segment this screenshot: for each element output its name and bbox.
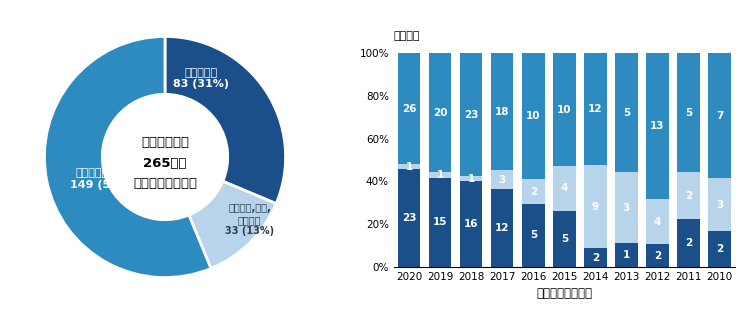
Bar [584,53,607,165]
Bar [708,53,730,178]
Text: 5: 5 [561,234,568,244]
Text: 開発中止,中断,
続報なし
33 (13%): 開発中止,中断, 続報なし 33 (13%) [225,203,274,236]
Text: 2: 2 [530,187,537,197]
Bar [646,244,668,267]
Bar [429,172,451,178]
Text: 国内開発中
83 (31%): 国内開発中 83 (31%) [173,68,230,89]
Text: 9: 9 [592,202,599,212]
Bar [491,189,514,267]
Text: 2: 2 [716,244,723,254]
Text: 12: 12 [588,104,603,114]
Bar [491,53,514,170]
Bar [429,53,451,172]
Bar [708,178,730,231]
Bar [398,53,421,165]
Text: 3: 3 [622,203,630,213]
Text: 16: 16 [464,219,478,229]
Bar [646,53,668,199]
Text: 5: 5 [685,108,692,118]
Text: 4: 4 [561,183,568,193]
Bar [554,53,575,166]
Text: 3: 3 [499,175,506,185]
Bar [491,170,514,189]
Text: 7: 7 [716,111,723,121]
Text: 12: 12 [495,223,509,233]
Text: 国内未承認薬: 国内未承認薬 [141,136,189,149]
Wedge shape [44,36,211,278]
Text: 2: 2 [685,238,692,248]
Bar [522,204,544,267]
Text: 5: 5 [622,108,630,118]
Bar [708,231,730,267]
Text: 4: 4 [654,217,662,227]
Text: 1: 1 [622,250,630,260]
Text: 20: 20 [433,108,448,118]
Text: 1: 1 [406,161,413,171]
Text: 13: 13 [650,122,664,132]
Bar [460,181,482,267]
Bar [615,53,638,172]
Text: 2: 2 [592,253,599,263]
Bar [460,53,482,176]
Text: 2: 2 [685,191,692,201]
Bar [460,176,482,181]
Bar [554,166,575,211]
Text: 265品目: 265品目 [143,156,187,170]
Bar [584,248,607,267]
Text: 15: 15 [433,217,448,227]
Text: 3: 3 [716,200,723,210]
Text: 26: 26 [402,104,416,114]
Text: （割合）: （割合） [394,31,420,41]
Bar [429,178,451,267]
Bar [584,165,607,248]
Bar [522,53,544,179]
Bar [615,243,638,267]
Bar [646,199,668,244]
Text: 23: 23 [464,110,478,120]
Text: 18: 18 [495,107,509,116]
Text: 国内開発情報なし
149 (56%): 国内開発情報なし 149 (56%) [70,168,134,190]
Text: 1: 1 [468,174,475,184]
Bar [398,169,421,267]
Text: 23: 23 [402,213,416,223]
Bar [615,172,638,243]
Bar [554,211,575,267]
Wedge shape [165,36,286,204]
Text: 10: 10 [557,105,572,115]
Wedge shape [189,181,276,268]
Text: 10: 10 [526,111,541,121]
Bar [677,219,700,267]
Bar [522,179,544,204]
Bar [398,165,421,169]
X-axis label: （欧米初承認年）: （欧米初承認年） [536,287,592,300]
Bar [677,172,700,219]
Bar [677,53,700,172]
Text: 2: 2 [654,251,661,261]
Text: （国内開発状況）: （国内開発状況） [133,177,197,190]
Text: 5: 5 [530,230,537,241]
Text: 1: 1 [436,170,444,180]
